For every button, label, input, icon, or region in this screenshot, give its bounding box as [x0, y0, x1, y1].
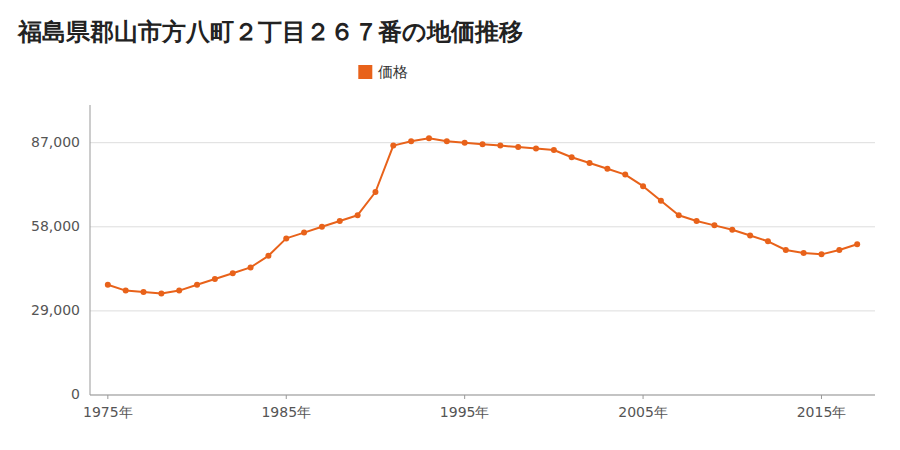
x-tick — [107, 395, 108, 399]
grid-line — [90, 226, 875, 227]
marker — [141, 289, 147, 295]
x-axis: 1975年 1985年 1995年 2005年 2015年 — [83, 395, 875, 420]
x-tick-label: 2015年 — [797, 404, 847, 420]
marker — [729, 227, 735, 233]
line — [108, 138, 857, 293]
y-axis-line — [90, 105, 91, 395]
marker — [747, 233, 753, 239]
marker — [480, 141, 486, 147]
marker — [408, 138, 414, 144]
marker — [640, 183, 646, 189]
marker — [604, 166, 610, 172]
marker — [515, 144, 521, 150]
marker — [694, 218, 700, 224]
marker — [301, 230, 307, 236]
y-tick-label: 87,000 — [31, 134, 80, 150]
marker — [765, 238, 771, 244]
marker — [551, 147, 557, 153]
y-tick-label: 0 — [71, 386, 80, 402]
legend-label: 価格 — [378, 63, 408, 81]
marker — [426, 135, 432, 141]
marker — [390, 143, 396, 149]
marker — [569, 154, 575, 160]
marker — [622, 172, 628, 178]
marker — [711, 222, 717, 228]
marker — [497, 143, 503, 149]
marker — [533, 146, 539, 152]
y-tick-label: 29,000 — [31, 302, 80, 318]
x-tick-label: 2005年 — [618, 404, 668, 420]
grid-line — [90, 395, 875, 396]
marker — [176, 288, 182, 294]
grid-line — [90, 310, 875, 311]
x-tick-label: 1985年 — [261, 404, 311, 420]
marker — [587, 160, 593, 166]
page: {"chart_data": { "type": "line", "title"… — [0, 0, 900, 450]
marker — [676, 212, 682, 218]
marker — [337, 218, 343, 224]
marker — [444, 138, 450, 144]
plot-area — [105, 135, 860, 296]
marker — [462, 140, 468, 146]
marker — [194, 282, 200, 288]
y-axis: 0 29,000 58,000 87,000 — [31, 105, 90, 402]
x-tick — [821, 395, 822, 399]
marker — [230, 270, 236, 276]
y-tick-label: 58,000 — [31, 218, 80, 234]
x-tick-label: 1995年 — [440, 404, 490, 420]
marker — [248, 264, 254, 270]
marker — [801, 250, 807, 256]
marker — [783, 247, 789, 253]
marker — [372, 189, 378, 195]
marker — [105, 282, 111, 288]
marker — [658, 198, 664, 204]
title: 福島県郡山市方八町２丁目２６７番の地価推移 — [17, 18, 523, 46]
x-tick — [286, 395, 287, 399]
chart: 福島県郡山市方八町２丁目２６７番の地価推移 0 29,000 58,000 87,000… — [0, 0, 900, 450]
marker — [818, 251, 824, 257]
marker — [265, 253, 271, 259]
marker — [123, 288, 129, 294]
legend: 価格 — [358, 63, 408, 81]
marker — [158, 291, 164, 297]
grid — [90, 143, 875, 395]
marker — [319, 224, 325, 230]
x-axis-line — [90, 395, 875, 396]
x-tick — [464, 395, 465, 399]
x-tick — [643, 395, 644, 399]
x-tick-label: 1975年 — [83, 404, 133, 420]
legend-swatch — [358, 65, 372, 79]
marker — [854, 241, 860, 247]
marker — [283, 235, 289, 241]
marker — [212, 276, 218, 282]
marker — [836, 247, 842, 253]
marker — [355, 212, 361, 218]
